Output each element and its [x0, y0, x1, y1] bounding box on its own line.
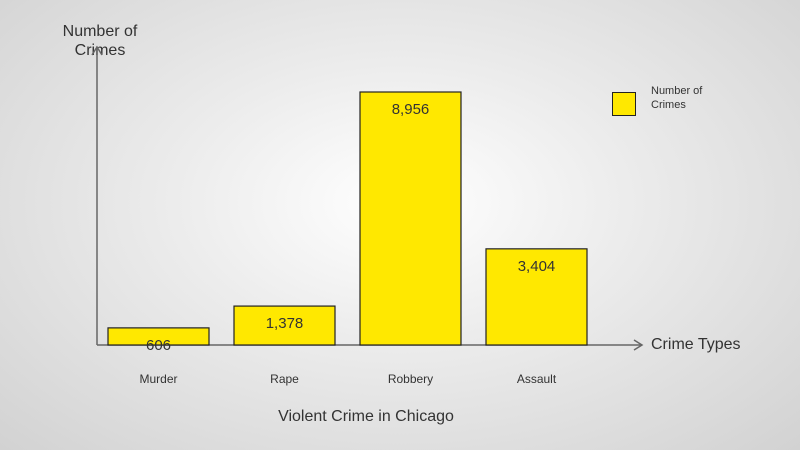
x-axis-title: Crime Types: [651, 336, 741, 353]
legend-label: Number of Crimes: [651, 85, 703, 111]
chart-title: Violent Crime in Chicago: [278, 408, 454, 425]
bar: [233, 305, 336, 346]
bar: [359, 91, 462, 346]
y-axis-arrow: [91, 45, 103, 56]
category-label: Robbery: [388, 372, 433, 386]
legend-swatch: [612, 92, 636, 116]
category-label: Murder: [139, 372, 177, 386]
data-label: 3,404: [518, 258, 556, 275]
bar: [107, 327, 210, 346]
data-label: 1,378: [266, 315, 304, 332]
category-label: Rape: [270, 372, 299, 386]
data-label: 606: [146, 337, 171, 354]
bar: [485, 248, 588, 346]
data-label: 8,956: [392, 101, 430, 118]
category-label: Assault: [517, 372, 557, 386]
x-axis-arrow: [633, 339, 644, 351]
